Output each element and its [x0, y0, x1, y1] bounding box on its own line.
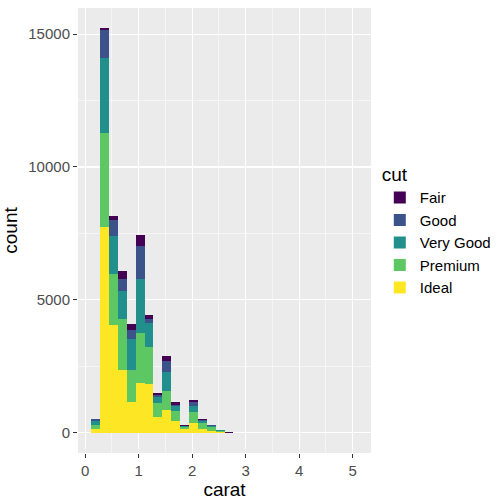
svg-text:Premium: Premium — [420, 257, 480, 274]
svg-text:5000: 5000 — [37, 291, 70, 308]
svg-text:5: 5 — [349, 462, 357, 479]
svg-text:10000: 10000 — [28, 158, 70, 175]
svg-text:0: 0 — [62, 424, 70, 441]
svg-text:cut: cut — [382, 164, 408, 185]
svg-text:0: 0 — [81, 462, 89, 479]
svg-text:carat: carat — [203, 479, 246, 500]
svg-text:1: 1 — [134, 462, 142, 479]
svg-text:2: 2 — [188, 462, 196, 479]
svg-text:Very Good: Very Good — [420, 234, 491, 251]
svg-text:15000: 15000 — [28, 25, 70, 42]
svg-text:count: count — [0, 207, 21, 254]
svg-text:Ideal: Ideal — [420, 279, 453, 296]
svg-text:4: 4 — [295, 462, 303, 479]
svg-text:Good: Good — [420, 212, 457, 229]
svg-text:Fair: Fair — [420, 189, 446, 206]
svg-text:3: 3 — [241, 462, 249, 479]
